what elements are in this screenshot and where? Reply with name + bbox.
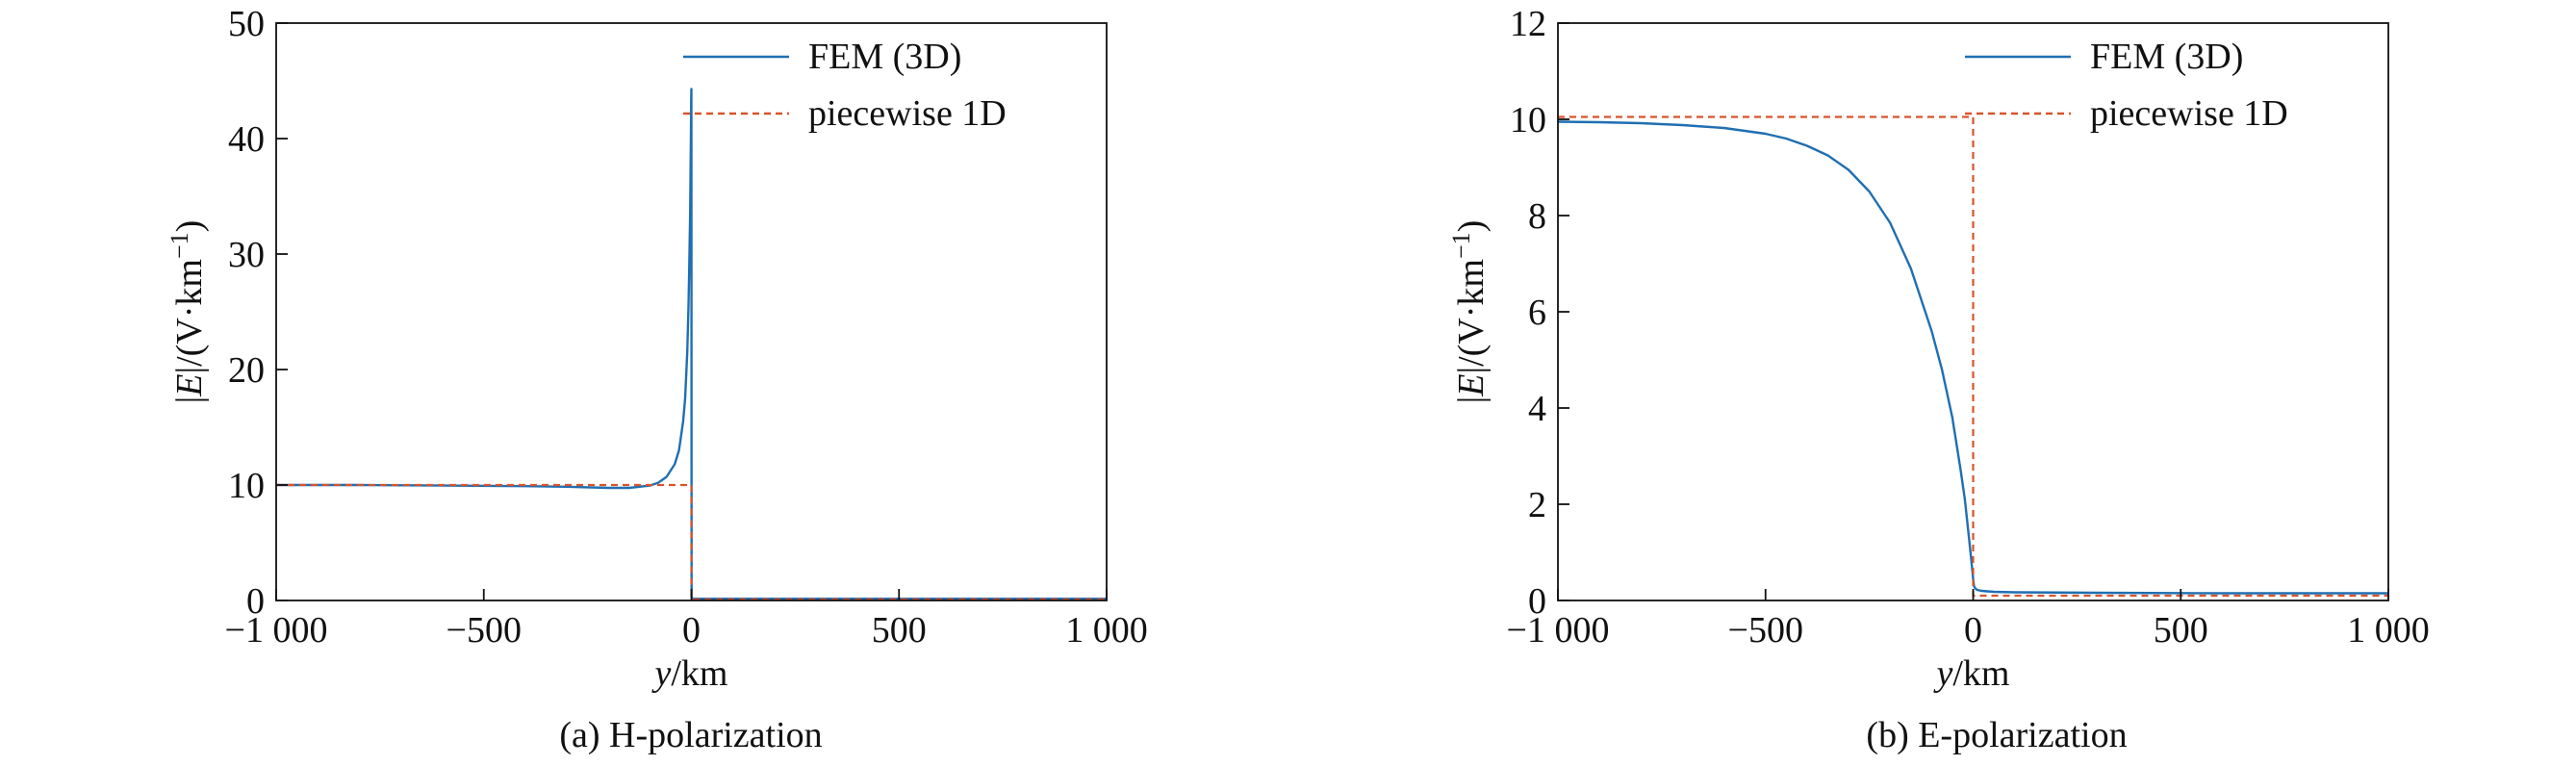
y-axis-label-unit: |/(V·km xyxy=(1451,259,1492,373)
y-axis-label-italic: E xyxy=(169,373,210,396)
x-tick-label: 1 000 xyxy=(2347,610,2430,651)
y-tick-label: 8 xyxy=(1528,196,1546,237)
series-line-piecewise-1d xyxy=(1558,115,2388,598)
y-tick-label: 12 xyxy=(1510,4,1546,44)
x-axis-label: y/km xyxy=(1933,653,2010,694)
x-tick-label: 1 000 xyxy=(1065,610,1148,651)
x-tick-label: −1 000 xyxy=(1507,610,1610,651)
y-tick-label: 40 xyxy=(228,119,265,160)
chart-panel-e-polarization: −1 000 −500 0 500 1 000 0 2 4 6 8 10 12 y/km |E|/(V·k… xyxy=(1288,0,2576,766)
y-tick-label: 6 xyxy=(1528,293,1546,333)
chart-h-polarization: −1 000 −500 0 500 1 000 0 10 20 30 40 50 y/km |E|/(V… xyxy=(166,4,1148,694)
y-axis-label: |E|/(V·km−1) xyxy=(1447,220,1492,404)
y-axis-label-end: ) xyxy=(169,220,210,233)
chart-caption: (a) H-polarization xyxy=(559,715,823,755)
series-line-fem-3d xyxy=(1557,120,2388,595)
x-tick-label: 0 xyxy=(682,610,701,651)
x-axis-label-unit: /km xyxy=(1952,653,2009,694)
x-axis-label: y/km xyxy=(651,653,728,694)
y-tick-label: 0 xyxy=(1528,581,1546,622)
y-tick-label: 4 xyxy=(1528,389,1546,429)
y-axis-label-sup: −1 xyxy=(166,232,193,259)
y-axis-label-italic: E xyxy=(1451,373,1492,396)
y-axis-label-end: ) xyxy=(1451,220,1492,233)
legend-label-fem-3d: FEM (3D) xyxy=(808,37,961,77)
x-tick-label: −500 xyxy=(1728,610,1803,651)
y-axis-label-bar: | xyxy=(1451,396,1492,404)
legend-label-piecewise-1d: piecewise 1D xyxy=(808,93,1007,134)
legend-label-piecewise-1d: piecewise 1D xyxy=(2090,93,2288,134)
y-axis-label-bar: | xyxy=(169,396,210,404)
x-tick-label: −1 000 xyxy=(225,610,328,651)
y-tick-label: 50 xyxy=(228,4,265,44)
y-axis-label-unit: |/(V·km xyxy=(169,259,210,373)
y-tick-label: 10 xyxy=(1510,100,1546,140)
x-tick-label: 0 xyxy=(1964,610,1982,651)
legend-label-fem-3d: FEM (3D) xyxy=(2090,37,2243,77)
y-axis-label-sup: −1 xyxy=(1447,232,1475,259)
y-axis-label: |E|/(V·km−1) xyxy=(166,220,211,404)
y-tick-label: 30 xyxy=(228,235,265,275)
x-tick-label: −500 xyxy=(446,610,522,651)
y-tick-label: 0 xyxy=(246,581,265,622)
chart-caption: (b) E-polarization xyxy=(1866,715,2128,755)
x-tick-label: 500 xyxy=(872,610,927,651)
x-axis-label-italic: y xyxy=(1933,653,1953,694)
y-tick-label: 20 xyxy=(228,350,265,391)
x-axis-label-italic: y xyxy=(651,653,672,694)
x-tick-label: 500 xyxy=(2154,610,2208,651)
x-axis-label-unit: /km xyxy=(671,653,727,694)
y-tick-label: 10 xyxy=(228,466,265,506)
y-tick-label: 2 xyxy=(1528,485,1546,525)
chart-e-polarization: −1 000 −500 0 500 1 000 0 2 4 6 8 10 12 y/km |E|/(V·k… xyxy=(1447,4,2430,694)
chart-panel-h-polarization: −1 000 −500 0 500 1 000 0 10 20 30 40 50 y/km |E|/(V… xyxy=(166,4,1148,755)
